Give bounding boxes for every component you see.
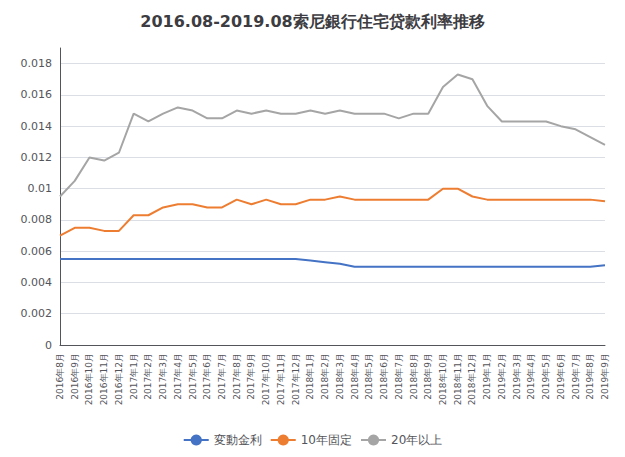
- svg-text:2017年2月: 2017年2月: [143, 353, 153, 400]
- svg-text:2016年9月: 2016年9月: [70, 353, 80, 400]
- svg-text:2017年12月: 2017年12月: [291, 353, 301, 405]
- svg-text:2016年8月: 2016年8月: [55, 353, 65, 400]
- svg-text:2019年2月: 2019年2月: [497, 353, 507, 400]
- svg-text:2018年10月: 2018年10月: [438, 353, 448, 405]
- svg-text:0.018: 0.018: [21, 57, 53, 70]
- svg-text:0.004: 0.004: [21, 276, 53, 289]
- svg-text:0.016: 0.016: [21, 88, 53, 101]
- svg-text:2016.08-2019.08索尼銀行住宅贷款利率推移: 2016.08-2019.08索尼銀行住宅贷款利率推移: [140, 12, 484, 31]
- svg-text:2019年4月: 2019年4月: [526, 353, 536, 400]
- svg-text:0.01: 0.01: [28, 182, 53, 195]
- svg-text:2017年1月: 2017年1月: [129, 353, 139, 400]
- svg-text:2017年10月: 2017年10月: [261, 353, 271, 405]
- svg-text:0: 0: [45, 339, 52, 352]
- svg-text:2017年4月: 2017年4月: [173, 353, 183, 400]
- svg-text:2018年2月: 2018年2月: [320, 353, 330, 400]
- svg-text:10年固定: 10年固定: [301, 433, 352, 447]
- svg-text:2016年10月: 2016年10月: [84, 353, 94, 405]
- svg-text:2018年4月: 2018年4月: [350, 353, 360, 400]
- svg-text:2018年3月: 2018年3月: [335, 353, 345, 400]
- svg-text:2016年11月: 2016年11月: [99, 353, 109, 405]
- svg-text:2016年12月: 2016年12月: [114, 353, 124, 405]
- svg-text:0.006: 0.006: [21, 245, 53, 258]
- svg-text:2018年5月: 2018年5月: [364, 353, 374, 400]
- svg-text:20年以上: 20年以上: [391, 433, 442, 447]
- svg-text:2019年7月: 2019年7月: [571, 353, 581, 400]
- svg-text:0.008: 0.008: [21, 213, 53, 226]
- svg-text:2017年3月: 2017年3月: [158, 353, 168, 400]
- svg-text:2017年11月: 2017年11月: [276, 353, 286, 405]
- svg-text:2017年6月: 2017年6月: [202, 353, 212, 400]
- svg-text:2017年8月: 2017年8月: [232, 353, 242, 400]
- svg-text:2019年9月: 2019年9月: [600, 353, 610, 400]
- svg-text:2017年5月: 2017年5月: [188, 353, 198, 400]
- svg-text:2018年11月: 2018年11月: [453, 353, 463, 405]
- svg-text:2019年5月: 2019年5月: [541, 353, 551, 400]
- svg-text:変動金利: 変動金利: [214, 433, 262, 447]
- svg-text:2018年9月: 2018年9月: [423, 353, 433, 400]
- svg-text:2018年1月: 2018年1月: [305, 353, 315, 400]
- svg-text:0.002: 0.002: [21, 307, 53, 320]
- svg-text:2019年1月: 2019年1月: [482, 353, 492, 400]
- svg-text:2018年8月: 2018年8月: [409, 353, 419, 400]
- svg-text:2017年9月: 2017年9月: [246, 353, 256, 400]
- svg-text:2018年7月: 2018年7月: [394, 353, 404, 400]
- svg-text:0.014: 0.014: [21, 120, 53, 133]
- svg-text:2019年6月: 2019年6月: [556, 353, 566, 400]
- svg-text:2018年12月: 2018年12月: [467, 353, 477, 405]
- svg-text:2019年3月: 2019年3月: [512, 353, 522, 400]
- svg-text:2018年6月: 2018年6月: [379, 353, 389, 400]
- svg-text:2019年8月: 2019年8月: [585, 353, 595, 400]
- svg-text:2017年7月: 2017年7月: [217, 353, 227, 400]
- svg-text:0.012: 0.012: [21, 151, 53, 164]
